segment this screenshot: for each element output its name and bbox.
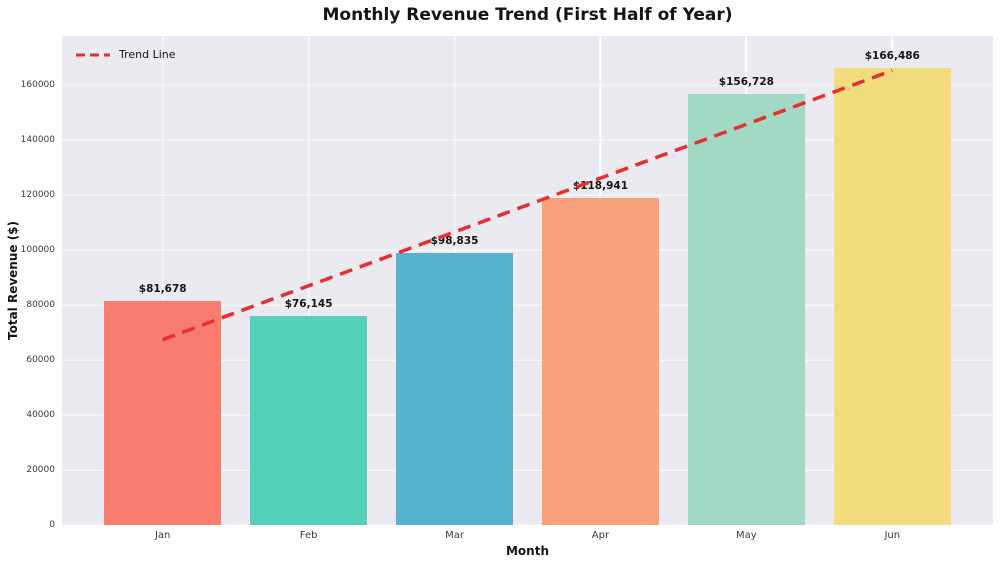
x-tick-label: Mar (445, 530, 464, 541)
y-tick-label: 60000 (26, 355, 55, 366)
gridline-horizontal (62, 249, 993, 251)
gridline-vertical (307, 36, 310, 525)
x-tick-label: May (736, 530, 757, 541)
y-tick-label: 120000 (20, 190, 55, 201)
bar-value-label: $156,728 (718, 76, 774, 89)
gridline-horizontal (62, 524, 993, 526)
y-axis-title: Total Revenue ($) (6, 220, 20, 341)
gridline-horizontal (62, 469, 993, 471)
bar-value-label: $166,486 (864, 49, 920, 62)
trend-line-legend-icon (76, 53, 110, 56)
x-axis-tick-labels: Jan Feb Mar Apr May Jun (62, 530, 993, 543)
bar-may (688, 94, 805, 525)
gridline-horizontal (62, 194, 993, 197)
gridline-horizontal (62, 414, 993, 416)
legend: Trend Line (76, 48, 176, 61)
plot-area: Trend Line $81,678 $76,145 $98,835 $118,941… (62, 36, 993, 526)
y-tick-label: 100000 (20, 245, 55, 256)
bar-value-label: $81,678 (138, 282, 187, 295)
x-tick-label: Feb (299, 530, 318, 541)
x-axis-title: Month (505, 544, 549, 558)
y-tick-label: 0 (49, 520, 55, 530)
y-tick-label: 80000 (26, 300, 55, 311)
gridline-horizontal (62, 359, 993, 361)
bar-value-label: $76,145 (284, 297, 333, 310)
y-tick-label: 20000 (26, 465, 55, 476)
gridline-horizontal (62, 139, 993, 142)
bar-mar (396, 253, 513, 525)
gridline-horizontal (62, 84, 993, 87)
y-axis-tick-labels: 0 20000 40000 60000 80000 100000 120000 140000 1… (0, 36, 55, 530)
gridline-vertical (161, 36, 164, 525)
bar-feb (250, 315, 367, 525)
legend-label: Trend Line (119, 48, 176, 61)
x-tick-label: Jun (884, 530, 901, 541)
bar-jun (833, 67, 951, 525)
chart-title: Monthly Revenue Trend (First Half of Yea… (322, 5, 733, 25)
trend-line (162, 68, 893, 342)
y-tick-label: 140000 (20, 135, 55, 146)
x-tick-label: Apr (591, 530, 610, 541)
gridline-horizontal (62, 304, 993, 306)
bar-value-label: $98,835 (430, 235, 479, 248)
bar-apr (542, 198, 659, 525)
y-tick-label: 160000 (20, 80, 55, 91)
y-tick-label: 40000 (26, 410, 55, 421)
x-tick-label: Jan (154, 530, 171, 541)
